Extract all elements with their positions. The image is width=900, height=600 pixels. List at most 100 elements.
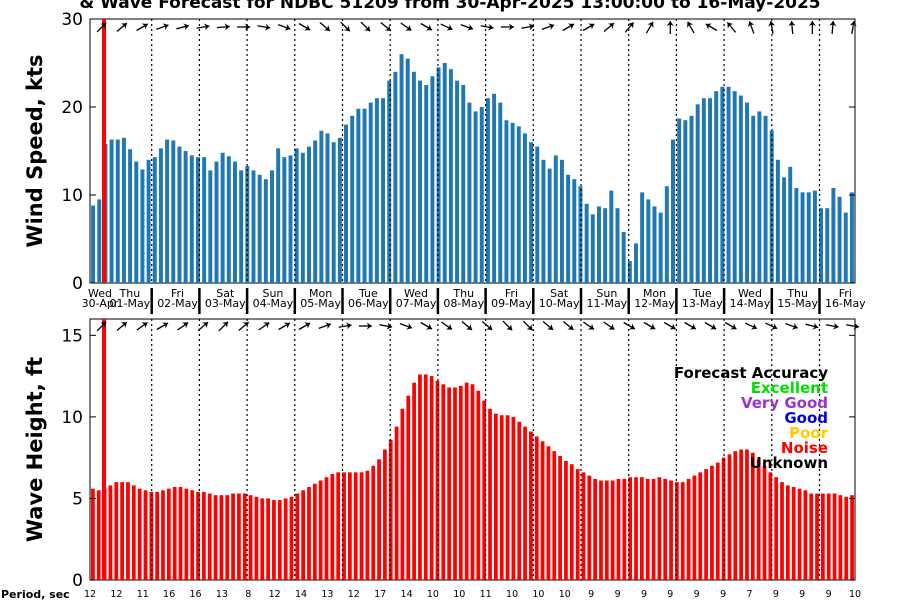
wind-bar — [664, 186, 669, 283]
wave-dir-arrow-head — [345, 322, 352, 330]
wave-bar — [365, 470, 370, 580]
wave-bar — [108, 485, 113, 580]
wave-dir-arrow-head — [283, 322, 290, 329]
wave-dir-arrow — [298, 322, 311, 331]
period-value: 12 — [84, 589, 96, 600]
wave-bar — [295, 493, 300, 580]
wind-dir-arrow-head — [405, 24, 412, 31]
wave-bar — [552, 451, 557, 580]
wave-bar — [207, 493, 212, 580]
wave-bar — [342, 472, 346, 580]
legend-item: Noise — [781, 439, 828, 457]
wind-dir-arrow-head — [120, 23, 127, 30]
period-value: 10 — [849, 589, 861, 600]
wind-dir-arrow-head — [666, 21, 674, 26]
wave-bar — [96, 490, 101, 580]
period-value: 9 — [615, 589, 621, 600]
wave-bar — [529, 431, 533, 580]
wave-bar — [710, 465, 714, 580]
wave-bar — [721, 457, 726, 580]
wind-bar — [288, 155, 293, 283]
wind-bar — [461, 85, 466, 283]
wave-dir-arrow — [218, 321, 229, 332]
wave-bar — [447, 387, 452, 580]
wind-bar — [405, 58, 410, 283]
wave-bar — [692, 475, 697, 580]
day-name: Wed — [738, 287, 762, 300]
wave-bar — [289, 496, 294, 580]
wave-dir-arrow-head — [547, 323, 554, 330]
wind-dir-arrow-head — [203, 23, 210, 31]
wind-bar — [282, 157, 287, 283]
wave-bar — [307, 487, 311, 580]
wind-bar — [806, 192, 811, 283]
wave-bar — [184, 488, 189, 580]
wave-bar — [651, 478, 656, 580]
wind-dir-arrow-head — [508, 23, 514, 31]
day-date: 01-May — [109, 297, 150, 310]
period-value: 10 — [532, 589, 544, 600]
wind-bar — [590, 214, 595, 283]
wind-dir-arrow — [541, 23, 555, 31]
day-name: Thu — [119, 287, 141, 300]
wind-bar — [788, 166, 793, 283]
wind-bar — [115, 139, 120, 283]
wind-bar — [837, 196, 842, 283]
wind-bar — [769, 130, 774, 283]
wave-bar — [418, 374, 422, 580]
wave-bar — [511, 416, 516, 581]
wind-dir-arrow-head — [528, 23, 535, 31]
wave-bar — [260, 498, 265, 580]
wind-bar — [627, 261, 632, 283]
day-name: Fri — [171, 287, 184, 300]
legend-item: Unknown — [750, 454, 828, 472]
wind-bar — [455, 80, 460, 283]
wave-ytick-label: 10 — [61, 408, 83, 428]
wind-dir-arrow — [136, 23, 149, 32]
wind-bar — [689, 115, 694, 283]
wind-bar — [757, 111, 762, 284]
wind-bar — [677, 118, 682, 283]
wave-ylabel: Wave Height, ft — [23, 357, 47, 542]
period-value: 9 — [799, 589, 805, 600]
wave-dir-arrow-head — [649, 323, 656, 330]
wind-dir-arrow — [726, 21, 737, 33]
wave-bar — [161, 490, 165, 580]
wave-bar — [458, 385, 463, 580]
wave-bar — [540, 441, 545, 580]
wave-dir-arrow-head — [587, 323, 595, 330]
wind-ytick-label: 30 — [61, 10, 83, 30]
period-value: 7 — [746, 589, 752, 600]
wave-bar — [312, 483, 317, 580]
wind-bar — [683, 120, 688, 283]
period-value: 9 — [588, 589, 594, 600]
day-name: Mon — [309, 287, 332, 300]
wave-bar — [505, 415, 510, 580]
wind-bar — [467, 102, 472, 283]
wave-bar — [756, 459, 761, 580]
wave-bar — [733, 451, 738, 580]
wind-bar — [541, 159, 546, 283]
wave-bar — [546, 446, 551, 580]
wind-bar — [214, 161, 219, 283]
wave-bar — [832, 493, 837, 580]
wind-dir-arrow-head — [425, 24, 432, 31]
wind-dir-arrow-head — [647, 21, 654, 28]
wave-bar — [348, 472, 352, 580]
wave-dir-arrow-head — [608, 323, 615, 330]
wind-dir-arrow-head — [829, 21, 837, 27]
wave-bar — [225, 495, 230, 581]
wind-dir-arrow-head — [245, 23, 251, 31]
day-name: Wed — [404, 287, 428, 300]
day-date: 05-May — [300, 297, 341, 310]
wave-dir-arrow-head — [406, 323, 413, 330]
wave-bar — [564, 460, 568, 580]
wave-dir-arrow — [704, 321, 717, 330]
wind-dir-arrow-head — [727, 22, 734, 29]
day-name: Thu — [452, 287, 474, 300]
wind-dir-arrow-head — [788, 21, 796, 27]
wave-bar — [558, 456, 562, 580]
wave-bar — [155, 491, 160, 580]
wind-bar — [726, 86, 731, 283]
period-value: 12 — [110, 589, 122, 600]
